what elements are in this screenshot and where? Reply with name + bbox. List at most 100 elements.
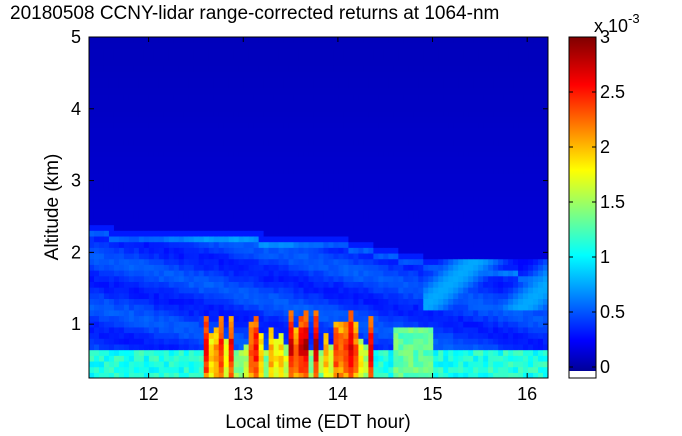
heatmap-cell — [203, 360, 210, 368]
heatmap-cell — [333, 110, 340, 118]
heatmap-cell — [293, 82, 300, 89]
heatmap-cell — [383, 247, 389, 254]
heatmap-cell — [478, 264, 484, 271]
heatmap-cell — [98, 258, 105, 265]
heatmap-cell — [253, 156, 260, 163]
heatmap-cell — [113, 139, 120, 146]
heatmap-cell — [198, 167, 205, 174]
heatmap-cell — [198, 207, 205, 214]
heatmap-cell — [198, 252, 205, 260]
heatmap-cell — [443, 173, 449, 180]
heatmap-cell — [408, 105, 414, 112]
heatmap-cell — [383, 230, 389, 237]
heatmap-cell — [133, 224, 140, 231]
heatmap-cell — [213, 338, 220, 345]
heatmap-cell — [448, 218, 454, 226]
heatmap-cell — [248, 326, 255, 334]
heatmap-cell — [218, 88, 225, 95]
heatmap-cell — [98, 156, 105, 163]
heatmap-cell — [143, 156, 150, 163]
heatmap-cell — [248, 139, 255, 146]
heatmap-cell — [223, 190, 230, 197]
heatmap-cell — [278, 37, 285, 44]
heatmap-cell — [89, 252, 95, 260]
heatmap-cell — [103, 230, 110, 237]
heatmap-cell — [358, 315, 364, 322]
heatmap-cell — [238, 42, 245, 49]
heatmap-cell — [353, 184, 360, 192]
heatmap-cell — [243, 241, 250, 248]
heatmap-cell — [148, 372, 155, 378]
heatmap-cell — [303, 201, 310, 209]
heatmap-cell — [438, 360, 444, 368]
heatmap-cell — [143, 326, 150, 334]
heatmap-cell — [118, 292, 125, 300]
heatmap-cell — [468, 65, 474, 72]
heatmap-cell — [133, 110, 140, 118]
heatmap-cell — [283, 196, 290, 203]
heatmap-cell — [123, 162, 130, 169]
heatmap-cell — [288, 366, 295, 373]
heatmap-cell — [293, 298, 300, 305]
heatmap-cell — [268, 207, 275, 214]
heatmap-cell — [268, 88, 275, 95]
heatmap-cell — [358, 88, 364, 95]
heatmap-cell — [478, 167, 484, 174]
heatmap-cell — [368, 71, 374, 78]
heatmap-cell — [353, 287, 360, 294]
heatmap-cell — [138, 93, 145, 101]
heatmap-cell — [478, 173, 484, 180]
heatmap-cell — [433, 99, 439, 106]
heatmap-cell — [333, 321, 340, 328]
heatmap-cell — [458, 355, 464, 362]
heatmap-cell — [198, 116, 205, 123]
heatmap-cell — [263, 281, 270, 288]
heatmap-cell — [183, 218, 190, 226]
heatmap-cell — [493, 213, 499, 220]
heatmap-cell — [328, 162, 335, 169]
heatmap-cell — [223, 218, 230, 226]
heatmap-cell — [348, 281, 355, 288]
heatmap-cell — [158, 76, 165, 84]
heatmap-cell — [313, 235, 320, 243]
heatmap-cell — [178, 156, 185, 163]
heatmap-cell — [218, 241, 225, 248]
heatmap-cell — [408, 88, 414, 95]
heatmap-cell — [438, 37, 444, 44]
heatmap-cell — [103, 224, 110, 231]
heatmap-cell — [293, 247, 300, 254]
heatmap-cell — [418, 201, 424, 209]
heatmap-cell — [463, 179, 469, 186]
heatmap-cell — [393, 224, 399, 231]
heatmap-cell — [498, 309, 504, 317]
heatmap-cell — [158, 88, 165, 95]
heatmap-cell — [233, 110, 240, 118]
heatmap-cell — [483, 241, 489, 248]
heatmap-cell — [428, 105, 434, 112]
heatmap-cell — [228, 156, 235, 163]
heatmap-cell — [228, 264, 235, 271]
heatmap-cell — [223, 332, 230, 339]
heatmap-cell — [178, 37, 185, 44]
heatmap-cell — [378, 76, 384, 84]
heatmap-cell — [268, 65, 275, 72]
heatmap-cell — [353, 105, 360, 112]
heatmap-cell — [163, 247, 170, 254]
heatmap-cell — [93, 218, 100, 226]
heatmap-cell — [443, 105, 449, 112]
heatmap-cell — [323, 127, 330, 135]
heatmap-cell — [373, 65, 379, 72]
heatmap-cell — [288, 116, 295, 123]
heatmap-cell — [228, 366, 235, 373]
heatmap-cell — [203, 343, 210, 351]
heatmap-cell — [278, 349, 285, 356]
heatmap-cell — [353, 139, 360, 146]
heatmap-cell — [408, 162, 414, 169]
heatmap-cell — [128, 133, 135, 140]
heatmap-cell — [248, 292, 255, 300]
heatmap-cell — [388, 173, 394, 180]
heatmap-cell — [288, 326, 295, 334]
heatmap-cell — [468, 355, 474, 362]
heatmap-cell — [393, 71, 399, 78]
heatmap-cell — [393, 110, 399, 118]
